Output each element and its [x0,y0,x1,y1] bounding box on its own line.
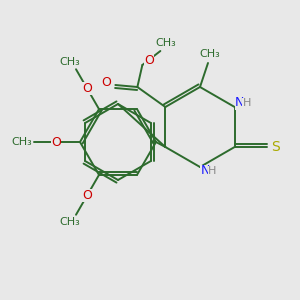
Text: O: O [144,53,154,67]
Text: CH₃: CH₃ [12,137,32,147]
Text: N: N [200,164,210,178]
Text: CH₃: CH₃ [200,49,220,59]
Text: CH₃: CH₃ [155,38,176,48]
Text: S: S [271,140,280,154]
Text: O: O [82,82,92,95]
Text: H: H [208,166,216,176]
Text: N: N [235,97,244,110]
Text: H: H [242,98,251,108]
Text: O: O [51,136,61,148]
Text: CH₃: CH₃ [60,57,80,67]
Text: O: O [82,189,92,202]
Text: CH₃: CH₃ [60,217,80,227]
Text: O: O [101,76,111,89]
